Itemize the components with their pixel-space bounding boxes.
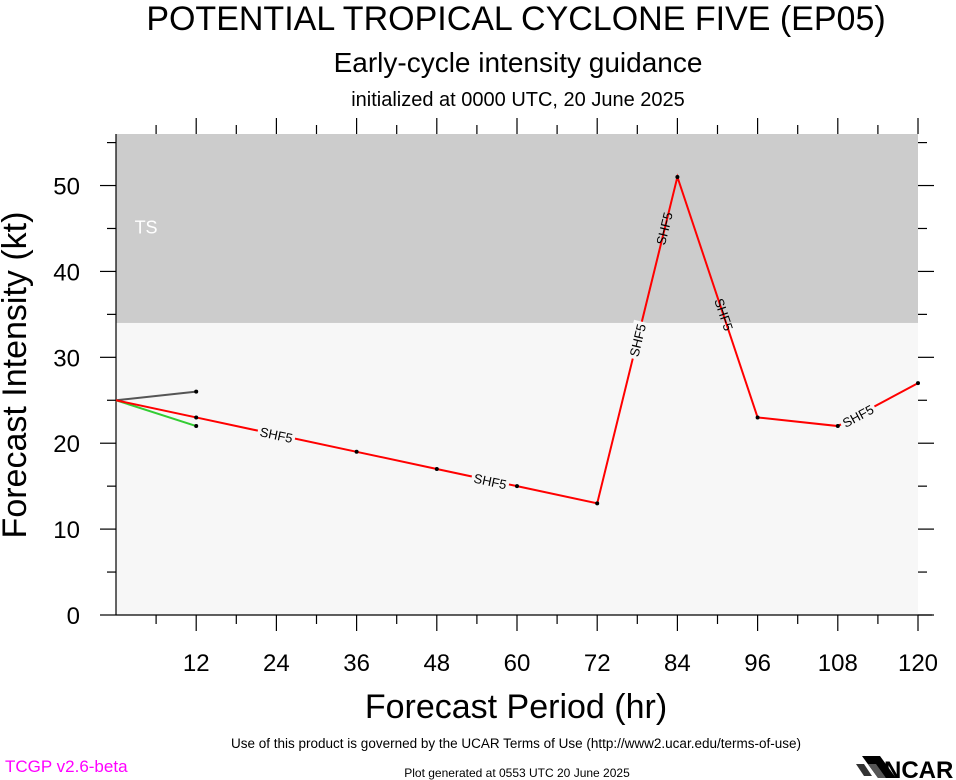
x-tick-label: 12 xyxy=(183,650,210,677)
chart-init-time: initialized at 0000 UTC, 20 June 2025 xyxy=(351,89,685,111)
chart-title: POTENTIAL TROPICAL CYCLONE FIVE (EP05) xyxy=(146,0,885,38)
version-label: TCGP v2.6-beta xyxy=(5,757,128,776)
x-tick-label: 24 xyxy=(263,650,290,677)
x-tick-label: 48 xyxy=(423,650,450,677)
series-label: SHF5 xyxy=(470,469,511,493)
ts-band xyxy=(116,134,918,323)
tick-labels: 12 24 36 48 60 72 84 96 108 120 0 10 20 30 40 50 xyxy=(53,174,938,677)
data-point xyxy=(515,484,519,489)
x-tick-label: 72 xyxy=(584,650,611,677)
ncar-logo-mark xyxy=(856,756,896,778)
data-point xyxy=(434,466,439,471)
y-tick-label: 10 xyxy=(53,517,80,544)
series-label-text: SHF5 xyxy=(472,471,508,493)
series-line-2 xyxy=(115,399,197,427)
plot-background: TS xyxy=(116,134,918,615)
x-tick-label: 120 xyxy=(898,650,938,677)
series-label-bg xyxy=(470,469,511,493)
data-point xyxy=(595,501,600,506)
data-point xyxy=(835,424,840,429)
y-axis-title: Forecast Intensity (kt) xyxy=(0,212,34,539)
x-tick-label: 36 xyxy=(343,650,370,677)
generated-time-text: Plot generated at 0553 UTC 20 June 2025 xyxy=(404,766,630,780)
y-tick-label: 0 xyxy=(67,603,80,630)
ncar-logo: NCAR xyxy=(856,756,953,780)
y-tick-label: 30 xyxy=(53,345,80,372)
data-point xyxy=(194,389,199,394)
data-point xyxy=(916,381,920,386)
series-label-bg xyxy=(256,422,297,447)
data-point xyxy=(354,449,359,454)
terms-of-use-text: Use of this product is governed by the U… xyxy=(231,736,801,751)
chart-subtitle: Early-cycle intensity guidance xyxy=(334,47,703,78)
series-label-bg xyxy=(624,319,650,361)
x-axis-title: Forecast Period (hr) xyxy=(365,688,667,726)
y-tick-label: 20 xyxy=(53,431,80,458)
y-tick-label: 40 xyxy=(53,259,80,286)
axis-ticks xyxy=(100,118,934,631)
y-tick-label: 50 xyxy=(53,174,80,201)
data-point xyxy=(755,415,760,420)
ncar-logo-text: NCAR xyxy=(884,757,953,780)
x-tick-label: 96 xyxy=(744,650,771,677)
data-point xyxy=(194,415,199,420)
x-tick-label: 60 xyxy=(504,650,531,677)
series-label-bg xyxy=(837,399,879,432)
x-tick-label: 84 xyxy=(664,650,691,677)
series-label-text: SHF5 xyxy=(258,424,294,446)
series-label: SHF5 xyxy=(256,422,297,447)
x-tick-label: 108 xyxy=(818,650,858,677)
data-point xyxy=(194,424,199,429)
ts-band-label: TS xyxy=(135,218,158,238)
data-point xyxy=(675,174,680,179)
series-line-1 xyxy=(115,390,197,402)
